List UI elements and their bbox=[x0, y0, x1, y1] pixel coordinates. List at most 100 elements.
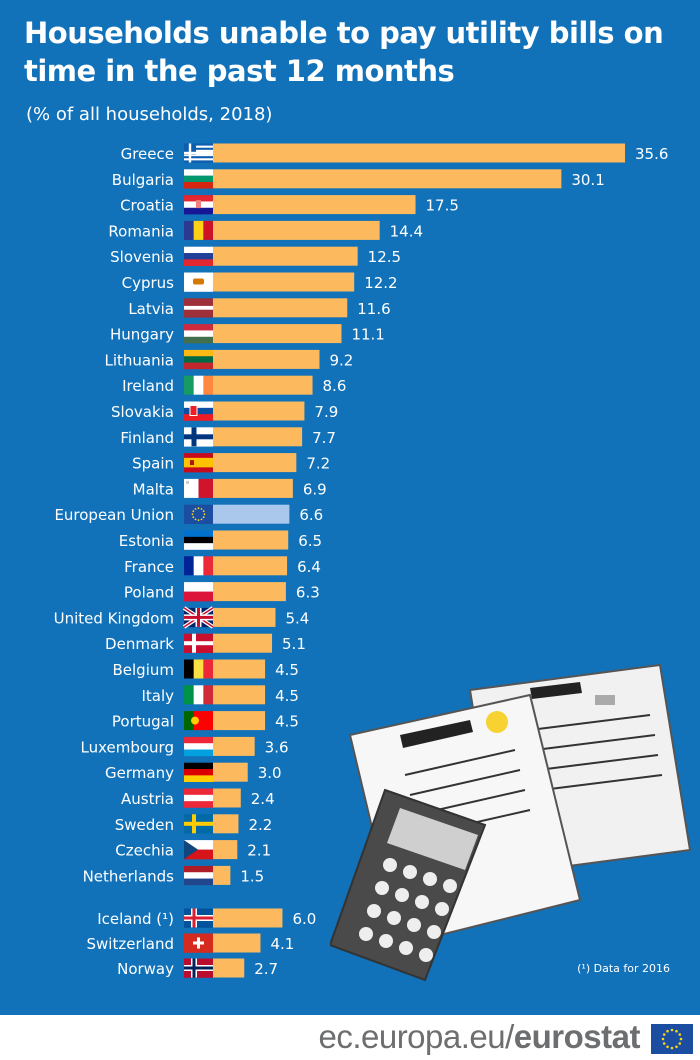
data-label: 9.2 bbox=[329, 351, 353, 369]
chart-subtitle: (% of all households, 2018) bbox=[26, 104, 273, 125]
se-flag-icon bbox=[184, 814, 213, 834]
pt-flag-icon bbox=[184, 711, 214, 731]
eu-flag-logo-icon bbox=[651, 1024, 693, 1054]
bar bbox=[213, 908, 283, 928]
ie-flag-icon bbox=[184, 375, 214, 395]
mt-flag-icon bbox=[184, 478, 214, 498]
data-label: 5.4 bbox=[285, 609, 309, 627]
data-label: 6.5 bbox=[298, 532, 322, 550]
data-label: 4.1 bbox=[270, 935, 294, 953]
data-label: 14.4 bbox=[390, 222, 423, 240]
no-flag-icon bbox=[184, 958, 213, 978]
category-label: Romania bbox=[108, 222, 174, 240]
data-label: 8.6 bbox=[323, 377, 347, 395]
at-flag-icon bbox=[184, 788, 213, 808]
data-label: 2.2 bbox=[248, 816, 272, 834]
bar bbox=[213, 298, 348, 318]
category-label: Netherlands bbox=[83, 867, 175, 885]
category-label: Hungary bbox=[110, 326, 174, 344]
data-label: 2.7 bbox=[254, 960, 278, 978]
nl-flag-icon bbox=[184, 865, 213, 886]
gr-flag-icon bbox=[184, 143, 213, 163]
category-label: Finland bbox=[120, 429, 174, 447]
category-label: Cyprus bbox=[122, 274, 175, 292]
data-label: 6.3 bbox=[296, 584, 320, 602]
bar bbox=[213, 933, 261, 953]
bg-flag-icon bbox=[184, 169, 213, 189]
bar bbox=[213, 478, 293, 498]
si-flag-icon bbox=[184, 246, 213, 266]
category-label: Slovakia bbox=[111, 403, 174, 421]
data-label: 6.4 bbox=[297, 558, 321, 576]
category-label: Portugal bbox=[112, 713, 174, 731]
bar bbox=[213, 375, 313, 395]
pl-flag-icon bbox=[184, 582, 213, 602]
bar bbox=[213, 220, 380, 240]
bar bbox=[213, 607, 276, 627]
ee-flag-icon bbox=[184, 530, 213, 550]
it-flag-icon bbox=[184, 685, 214, 705]
category-label: Poland bbox=[124, 584, 174, 602]
data-label: 11.1 bbox=[351, 326, 384, 344]
category-label: Denmark bbox=[105, 635, 174, 653]
category-label: European Union bbox=[54, 506, 174, 524]
fi-flag-icon bbox=[184, 427, 213, 447]
data-label: 3.6 bbox=[265, 738, 289, 756]
data-label: 5.1 bbox=[282, 635, 306, 653]
data-label: 12.5 bbox=[368, 248, 401, 266]
data-label: 11.6 bbox=[357, 300, 390, 318]
data-label: 2.4 bbox=[251, 790, 275, 808]
url-bold: eurostat bbox=[513, 1018, 641, 1055]
de-flag-icon bbox=[184, 762, 213, 782]
calculator-icon bbox=[330, 788, 487, 982]
lu-flag-icon bbox=[184, 736, 213, 757]
eu-flag-icon bbox=[184, 504, 213, 524]
ro-flag-icon bbox=[184, 220, 214, 240]
be-flag-icon bbox=[184, 659, 214, 679]
bar bbox=[213, 169, 562, 189]
category-label: Luxembourg bbox=[81, 738, 175, 756]
category-label: Slovenia bbox=[110, 248, 174, 266]
eurostat-url-link[interactable]: ec.europa.eu/eurostat bbox=[318, 1018, 640, 1056]
bar-chart: Greece 35.6 Bulgaria 30.1 Croatia 17.5 Romania… bbox=[54, 143, 668, 978]
cz-flag-icon bbox=[184, 840, 213, 860]
category-label: Norway bbox=[117, 960, 174, 978]
cy-flag-icon bbox=[184, 272, 213, 292]
hr-flag-icon bbox=[184, 195, 213, 215]
bar bbox=[213, 788, 241, 808]
category-label: Ireland bbox=[122, 377, 174, 395]
bar bbox=[213, 633, 273, 653]
bar bbox=[213, 143, 625, 163]
category-label: Czechia bbox=[115, 842, 174, 860]
lt-flag-icon bbox=[184, 349, 213, 370]
data-label: 6.6 bbox=[299, 506, 323, 524]
lightbulb-icon bbox=[486, 711, 508, 733]
category-label: Greece bbox=[121, 145, 174, 163]
bar-eu bbox=[213, 504, 290, 524]
category-label: Lithuania bbox=[105, 351, 174, 369]
category-label: Croatia bbox=[120, 197, 174, 215]
chart-title: Households unable to pay utility bills o… bbox=[24, 16, 664, 88]
bar bbox=[213, 814, 239, 834]
data-label: 7.7 bbox=[312, 429, 336, 447]
data-label: 17.5 bbox=[426, 197, 459, 215]
category-label: Bulgaria bbox=[112, 171, 174, 189]
category-label: United Kingdom bbox=[54, 609, 174, 627]
is-flag-icon bbox=[184, 908, 213, 928]
bar bbox=[213, 195, 416, 215]
lv-flag-icon bbox=[184, 298, 213, 318]
data-label: 7.9 bbox=[314, 403, 338, 421]
data-label: 1.5 bbox=[240, 867, 264, 885]
bar bbox=[213, 582, 286, 602]
es-flag-icon bbox=[184, 453, 213, 473]
dk-flag-icon bbox=[184, 633, 213, 653]
bar bbox=[213, 711, 266, 731]
bar bbox=[213, 958, 245, 978]
category-label: Estonia bbox=[119, 532, 174, 550]
bar bbox=[213, 272, 355, 292]
bar bbox=[213, 556, 288, 576]
bar bbox=[213, 324, 342, 344]
data-label: 6.9 bbox=[303, 480, 327, 498]
data-label: 4.5 bbox=[275, 687, 299, 705]
data-label: 4.5 bbox=[275, 661, 299, 679]
